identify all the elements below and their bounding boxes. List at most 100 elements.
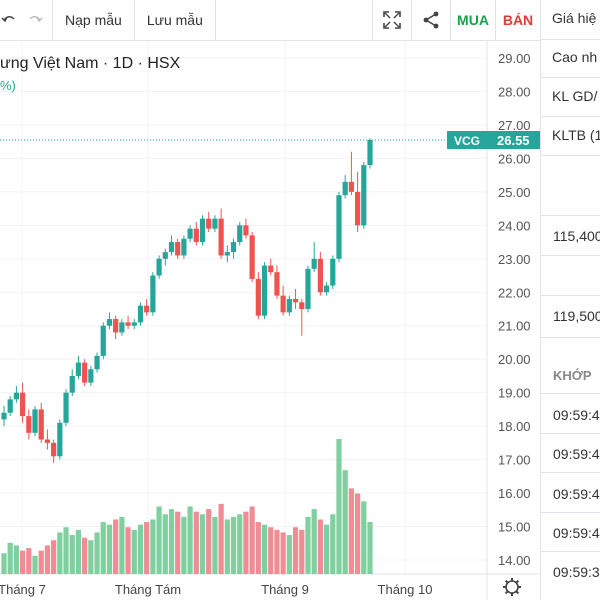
volume-bar: [20, 550, 26, 574]
fullscreen-button[interactable]: [373, 0, 411, 41]
candle-body[interactable]: [261, 265, 268, 316]
volume-bar: [106, 524, 113, 574]
volume-bar: [7, 542, 13, 574]
candle-body[interactable]: [317, 258, 323, 293]
info-value-2: 119,500: [553, 308, 600, 324]
candle-body[interactable]: [299, 302, 305, 309]
redo-button[interactable]: [18, 0, 52, 41]
candle-body[interactable]: [323, 285, 330, 293]
candle-body[interactable]: [7, 399, 13, 413]
price-tag-value: 26.55: [497, 133, 530, 148]
info-label-current-price: Giá hiệ: [552, 10, 597, 26]
candle-body[interactable]: [206, 218, 212, 229]
candle-body[interactable]: [131, 322, 137, 326]
candle-body[interactable]: [175, 242, 181, 256]
candle-body[interactable]: [100, 325, 106, 356]
candle-body[interactable]: [212, 218, 218, 229]
candle-body[interactable]: [162, 252, 168, 259]
chart-area[interactable]: 29.00 28.00 27.00 26.00 25.00 24.00 23.00 22.00…: [0, 41, 540, 600]
candle-body[interactable]: [1, 412, 7, 420]
candle-body[interactable]: [32, 409, 38, 433]
candle-body[interactable]: [305, 268, 311, 309]
y-tick-label: 25.00: [498, 185, 531, 200]
undo-button[interactable]: [0, 0, 18, 41]
candle-body[interactable]: [144, 305, 150, 313]
price-tag-symbol-box: [447, 130, 487, 149]
candle-body[interactable]: [367, 139, 373, 166]
candle-body[interactable]: [230, 242, 237, 253]
candle-body[interactable]: [26, 416, 32, 433]
volume-bar: [82, 537, 88, 574]
candle-body[interactable]: [69, 375, 75, 393]
order-time: 09:59:4: [553, 486, 600, 502]
volume-bar: [100, 522, 106, 574]
divider: [541, 77, 600, 78]
candle-body[interactable]: [63, 392, 69, 423]
candle-body[interactable]: [361, 165, 367, 226]
volume-bar: [342, 470, 348, 574]
candle-body[interactable]: [88, 369, 94, 383]
share-button[interactable]: [412, 0, 450, 41]
candle-body[interactable]: [106, 319, 113, 326]
candle-body[interactable]: [237, 225, 243, 243]
divider: [541, 215, 600, 216]
x-tick-label: Tháng Tám: [115, 582, 181, 597]
candle-body[interactable]: [94, 355, 100, 370]
save-template-button[interactable]: Lưu mẫu: [146, 12, 203, 28]
candle-body[interactable]: [286, 298, 292, 313]
candle-body[interactable]: [119, 322, 125, 333]
candle-body[interactable]: [125, 322, 131, 326]
order-time: 09:59:4: [553, 407, 600, 423]
candle-body[interactable]: [82, 362, 88, 383]
volume-bar: [168, 509, 175, 574]
matched-orders-heading: KHỚP: [553, 368, 592, 383]
candle-body[interactable]: [156, 258, 162, 276]
candle-body[interactable]: [168, 242, 175, 253]
y-tick-label: 19.00: [498, 386, 531, 401]
candle-body[interactable]: [311, 258, 317, 269]
volume-bar: [38, 550, 44, 574]
candle-body[interactable]: [336, 195, 342, 259]
candle-body[interactable]: [181, 238, 187, 256]
candle-body[interactable]: [44, 439, 51, 443]
candle-body[interactable]: [113, 319, 119, 333]
candle-body[interactable]: [199, 218, 206, 243]
candle-body[interactable]: [342, 181, 348, 196]
candle-body[interactable]: [268, 265, 274, 273]
candle-body[interactable]: [249, 235, 255, 279]
candle-body[interactable]: [354, 191, 361, 226]
candle-body[interactable]: [38, 409, 44, 440]
candle-body[interactable]: [330, 258, 336, 286]
volume-bar: [75, 529, 82, 574]
candle-body[interactable]: [193, 228, 199, 243]
candle-body[interactable]: [224, 252, 230, 256]
candle-body[interactable]: [243, 225, 249, 236]
candle-body[interactable]: [75, 362, 82, 376]
buy-button[interactable]: MUA: [457, 12, 489, 28]
volume-bar: [193, 511, 199, 574]
volume-bar: [187, 506, 193, 574]
load-template-button[interactable]: Nạp mẫu: [65, 12, 122, 28]
candle-body[interactable]: [292, 298, 299, 303]
volume-bar: [1, 553, 7, 574]
candle-body[interactable]: [57, 422, 63, 457]
candle-body[interactable]: [137, 305, 144, 323]
y-tick-label: 28.00: [498, 84, 531, 99]
candle-body[interactable]: [20, 392, 26, 417]
candle-body[interactable]: [255, 278, 261, 316]
change-text: %): [0, 78, 16, 93]
candle-body[interactable]: [218, 218, 224, 256]
candlestick-chart[interactable]: 29.00 28.00 27.00 26.00 25.00 24.00 23.00 22.00…: [0, 41, 540, 600]
info-label-avg-volume: KLTB (1: [552, 127, 600, 143]
candle-body[interactable]: [13, 392, 20, 400]
candle-body[interactable]: [51, 442, 57, 457]
sell-button[interactable]: BÁN: [502, 12, 534, 28]
candle-body[interactable]: [348, 181, 354, 192]
candle-body[interactable]: [280, 295, 286, 313]
candle-body[interactable]: [187, 228, 193, 239]
y-tick-label: 18.00: [498, 419, 531, 434]
candle-body[interactable]: [274, 272, 280, 296]
gear-icon[interactable]: [505, 580, 519, 594]
candle-body[interactable]: [150, 275, 156, 313]
volume-bar: [137, 524, 144, 574]
